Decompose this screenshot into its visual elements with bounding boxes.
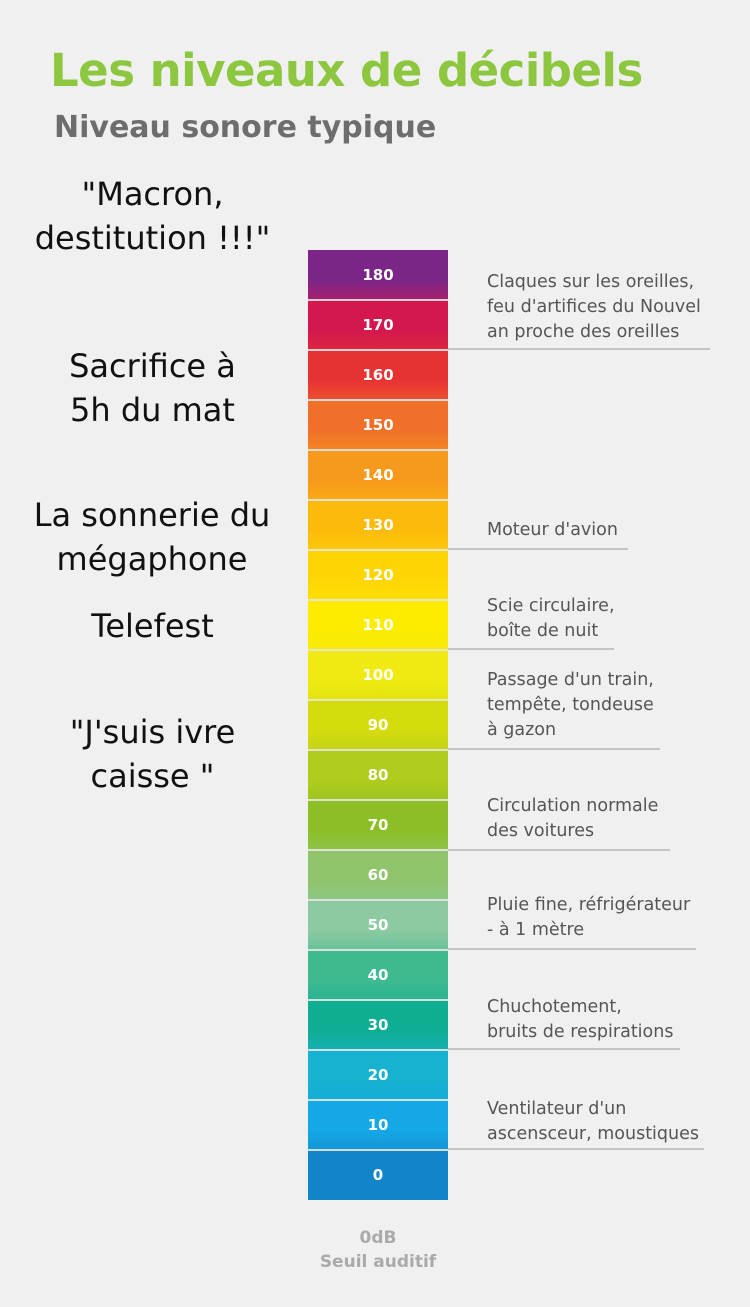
scale-value-180: 180 [362, 266, 394, 284]
scale-value-150: 150 [362, 416, 394, 434]
decibel-scale-bar: 180 170 160 150 140 130 120 110 100 90 80 70 60 50 40 3… [308, 250, 448, 1200]
scale-value-60: 60 [367, 866, 389, 884]
scale-separator [308, 349, 448, 351]
desc-90: Passage d'un train, tempête, tondeuse à … [487, 670, 654, 740]
line-60 [448, 849, 670, 851]
scale-segment-130: 130 [308, 500, 448, 550]
left-label-ivre: "J'suis ivre caisse " [69, 713, 236, 795]
desc-10: Ventilateur d'un ascensceur, moustiques [487, 1099, 700, 1144]
scale-separator [308, 649, 448, 651]
scale-segment-180: 180 [308, 250, 448, 300]
line-100 [448, 648, 614, 650]
scale-segment-160: 160 [308, 350, 448, 400]
bottom-label: Seuil auditif [319, 1252, 437, 1272]
scale-value-20: 20 [367, 1066, 389, 1084]
scale-segment-60: 60 [308, 850, 448, 900]
scale-value-0: 0 [372, 1166, 384, 1184]
scale-separator [308, 749, 448, 751]
scale-value-120: 120 [362, 566, 394, 584]
desc-180: Claques sur les oreilles, feu d'artifice… [487, 272, 701, 342]
scale-separator [308, 599, 448, 601]
desc-30: Chuchotement, bruits de respirations [487, 997, 674, 1042]
scale-separator [308, 449, 448, 451]
scale-segment-20: 20 [308, 1050, 448, 1100]
scale-separator [308, 899, 448, 901]
left-label-macron: "Macron, destitution !!!" [34, 175, 271, 257]
line-120 [448, 548, 628, 550]
scale-segment-10: 10 [308, 1100, 448, 1150]
desc-70: Circulation normale des voitures [487, 796, 659, 841]
scale-separator [308, 299, 448, 301]
scale-separator [308, 549, 448, 551]
scale-separator [308, 1099, 448, 1101]
scale-segment-70: 70 [308, 800, 448, 850]
left-label-sacrifice: Sacrifice à 5h du mat [69, 347, 236, 429]
scale-segment-120: 120 [308, 550, 448, 600]
scale-separator [308, 999, 448, 1001]
scale-segment-110: 110 [308, 600, 448, 650]
scale-separator [308, 1049, 448, 1051]
scale-separator [308, 499, 448, 501]
scale-segment-140: 140 [308, 450, 448, 500]
desc-50: Pluie fine, réfrigérateur - à 1 mètre [487, 895, 691, 940]
scale-segment-170: 170 [308, 300, 448, 350]
scale-value-30: 30 [367, 1016, 389, 1034]
scale-segment-0: 0 [308, 1150, 448, 1200]
scale-value-140: 140 [362, 466, 394, 484]
left-label-megaphone: La sonnerie du mégaphone [33, 496, 271, 578]
page-title: Les niveaux de décibels [50, 44, 643, 97]
scale-value-10: 10 [367, 1116, 389, 1134]
scale-value-130: 130 [362, 516, 394, 534]
line-80 [448, 748, 660, 750]
page-subtitle: Niveau sonore typique [54, 110, 437, 145]
scale-value-80: 80 [367, 766, 389, 784]
scale-segment-100: 100 [308, 650, 448, 700]
line-170 [448, 348, 710, 350]
scale-separator [308, 699, 448, 701]
scale-value-70: 70 [367, 816, 389, 834]
scale-segment-50: 50 [308, 900, 448, 950]
scale-value-170: 170 [362, 316, 394, 334]
scale-value-110: 110 [362, 616, 394, 634]
scale-separator [308, 799, 448, 801]
scale-segment-40: 40 [308, 950, 448, 1000]
scale-segment-80: 80 [308, 750, 448, 800]
line-40 [448, 948, 696, 950]
scale-separator [308, 399, 448, 401]
scale-separator [308, 949, 448, 951]
scale-value-50: 50 [367, 916, 389, 934]
scale-segment-30: 30 [308, 1000, 448, 1050]
scale-value-40: 40 [367, 966, 389, 984]
scale-value-160: 160 [362, 366, 394, 384]
scale-separator [308, 1149, 448, 1151]
line-20 [448, 1048, 680, 1050]
scale-segment-90: 90 [308, 700, 448, 750]
line-0 [448, 1148, 704, 1150]
scale-value-100: 100 [362, 666, 394, 684]
scale-segment-150: 150 [308, 400, 448, 450]
desc-130: Moteur d'avion [487, 520, 618, 540]
scale-value-90: 90 [367, 716, 389, 734]
bottom-db-value: 0dB [359, 1228, 397, 1248]
desc-110: Scie circulaire, boîte de nuit [487, 596, 615, 641]
left-label-telefest: Telefest [91, 607, 214, 645]
scale-separator [308, 849, 448, 851]
